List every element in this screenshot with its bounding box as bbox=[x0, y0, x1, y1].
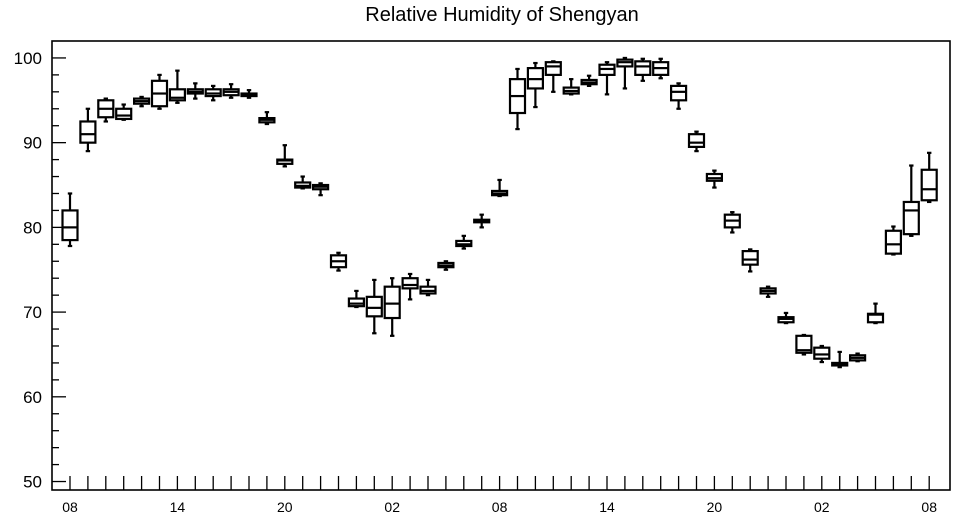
box-item bbox=[687, 130, 706, 153]
box-item bbox=[79, 107, 97, 153]
box-item bbox=[401, 272, 419, 301]
x-tick-label: 14 bbox=[170, 499, 186, 515]
box-body bbox=[61, 209, 79, 242]
box-item bbox=[866, 302, 885, 325]
box-item bbox=[97, 97, 115, 123]
box-item bbox=[186, 82, 204, 100]
x-axis: 08 14 20 02 08 14 20 02 08 bbox=[62, 476, 937, 515]
box-body bbox=[365, 295, 383, 318]
box-item bbox=[455, 234, 473, 250]
box-item bbox=[598, 61, 616, 96]
box-body bbox=[669, 84, 688, 102]
box-item bbox=[723, 211, 741, 234]
box-item bbox=[777, 311, 795, 325]
box-item bbox=[920, 151, 938, 204]
box-item bbox=[652, 57, 670, 80]
box-body bbox=[741, 249, 759, 266]
box-item bbox=[544, 60, 562, 93]
y-tick-label: 100 bbox=[14, 49, 42, 68]
box-item bbox=[312, 182, 330, 197]
box-item bbox=[562, 78, 580, 96]
x-tick-label: 02 bbox=[384, 499, 400, 515]
y-axis: 50 60 70 80 90 100 bbox=[14, 49, 66, 492]
box-body bbox=[687, 133, 706, 148]
box-item bbox=[61, 192, 79, 248]
box-item bbox=[419, 278, 437, 297]
box-body bbox=[634, 60, 652, 76]
box-item bbox=[329, 251, 348, 272]
box-item bbox=[222, 83, 240, 99]
box-body bbox=[347, 297, 365, 308]
x-tick-label: 08 bbox=[492, 499, 508, 515]
box-body bbox=[813, 346, 831, 360]
box-item bbox=[491, 178, 509, 198]
y-tick-label: 90 bbox=[23, 134, 42, 153]
box-item bbox=[813, 344, 831, 364]
box-item bbox=[902, 164, 920, 237]
box-item bbox=[616, 56, 634, 90]
box-item bbox=[741, 248, 759, 273]
box-body bbox=[884, 229, 903, 255]
box-item bbox=[473, 213, 491, 229]
box-item bbox=[884, 225, 903, 256]
box-item bbox=[795, 333, 813, 356]
box-item bbox=[204, 84, 222, 102]
box-item bbox=[133, 95, 151, 108]
box-item bbox=[294, 175, 312, 190]
box-item bbox=[383, 277, 401, 337]
box-body bbox=[168, 88, 186, 102]
box-item bbox=[258, 111, 276, 126]
box-item bbox=[168, 69, 186, 104]
chart-title: Relative Humidity of Shengyan bbox=[365, 4, 639, 26]
x-tick-label: 08 bbox=[62, 499, 78, 515]
box-body bbox=[79, 120, 97, 144]
box-item bbox=[150, 73, 169, 110]
x-tick-label: 02 bbox=[814, 499, 830, 515]
box-item bbox=[508, 67, 527, 131]
box-item bbox=[240, 89, 258, 99]
plot-frame bbox=[51, 40, 951, 491]
box-item bbox=[347, 289, 365, 309]
box-item bbox=[437, 260, 455, 271]
box-item bbox=[276, 144, 294, 168]
box-item bbox=[705, 169, 724, 189]
box-body bbox=[902, 200, 920, 236]
y-tick-label: 50 bbox=[23, 473, 42, 492]
box-body bbox=[115, 107, 133, 121]
box-body bbox=[920, 168, 938, 202]
x-tick-label: 14 bbox=[599, 499, 615, 515]
x-tick-label: 20 bbox=[707, 499, 723, 515]
box-item bbox=[526, 61, 545, 109]
box-item bbox=[669, 82, 688, 110]
box-item bbox=[580, 74, 598, 88]
box-item bbox=[848, 352, 867, 363]
y-tick-label: 80 bbox=[23, 218, 42, 237]
box-item bbox=[634, 57, 652, 82]
x-tick-label: 20 bbox=[277, 499, 293, 515]
box-body bbox=[383, 285, 401, 320]
box-item bbox=[831, 350, 849, 369]
y-tick-label: 70 bbox=[23, 303, 42, 322]
y-tick-label: 60 bbox=[23, 388, 42, 407]
box-body bbox=[795, 334, 813, 354]
box-series bbox=[61, 56, 938, 369]
box-item bbox=[759, 285, 777, 298]
box-body bbox=[401, 277, 419, 290]
box-item bbox=[115, 103, 133, 121]
box-item bbox=[365, 278, 383, 335]
box-body bbox=[544, 61, 562, 76]
x-tick-label: 08 bbox=[921, 499, 937, 515]
